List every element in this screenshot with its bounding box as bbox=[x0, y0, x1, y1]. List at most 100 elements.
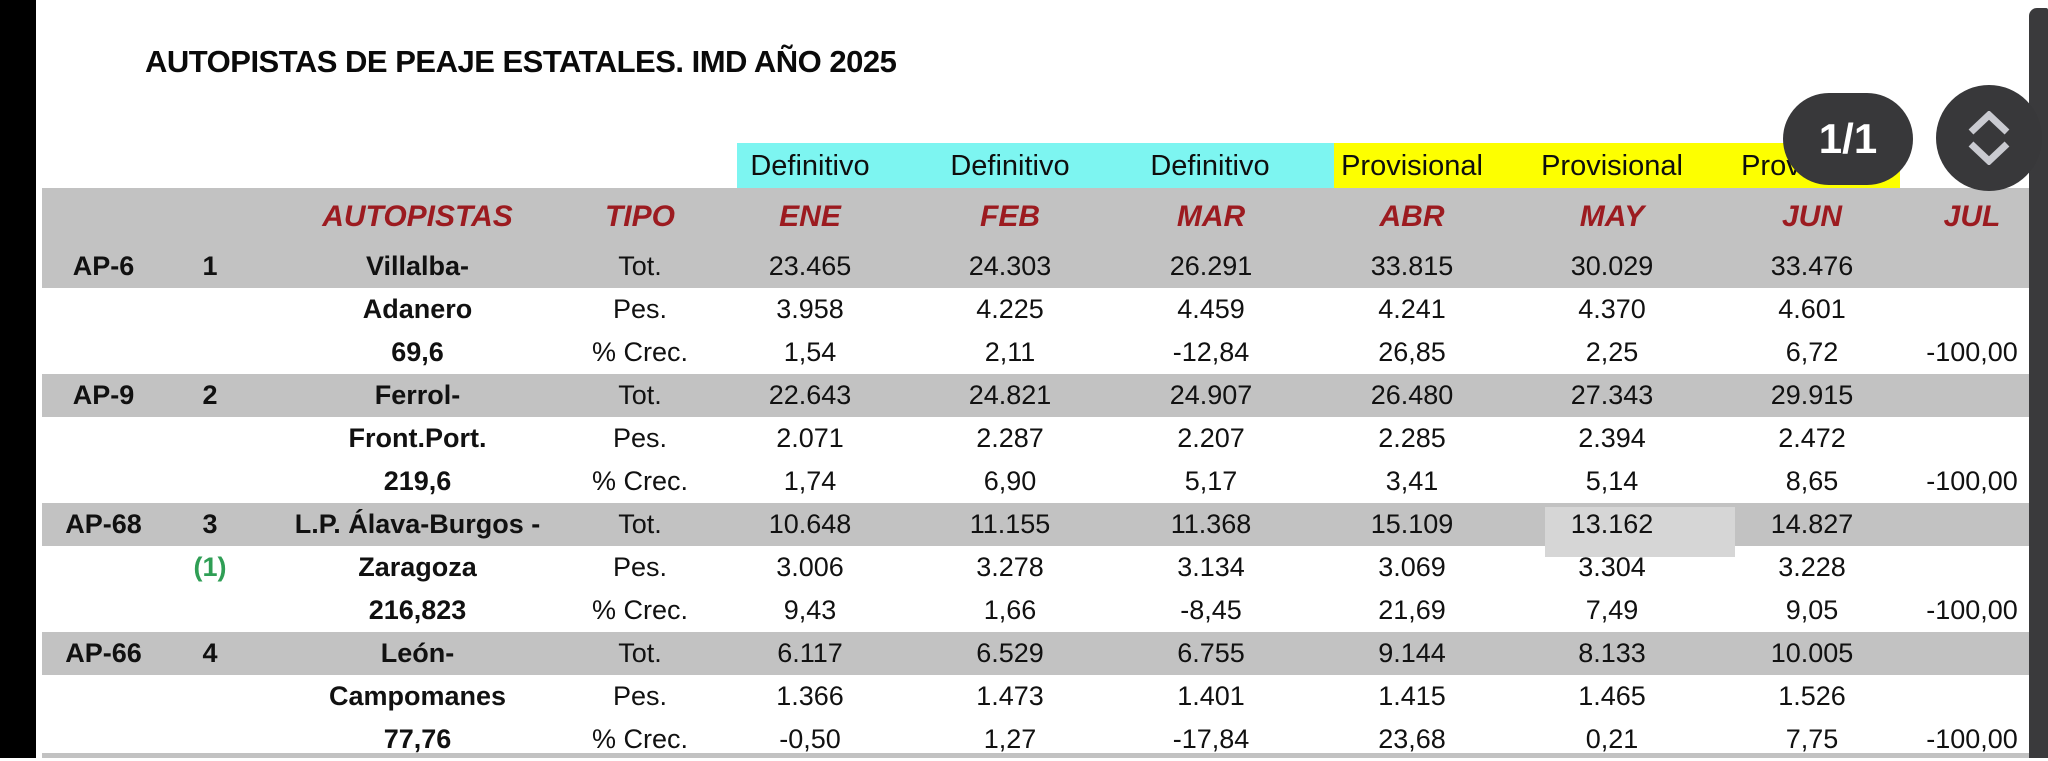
cell-value: 15.109 bbox=[1370, 509, 1454, 539]
cell-highway-code bbox=[42, 675, 165, 718]
cell-index bbox=[165, 331, 255, 374]
cell-value bbox=[1912, 675, 2032, 718]
cell-value: 4.459 bbox=[1177, 294, 1245, 324]
cell-value bbox=[1912, 374, 2032, 417]
cell-value: 1.415 bbox=[1378, 681, 1446, 711]
cell-value: 9.144 bbox=[1378, 638, 1446, 668]
cell-value: 2.285 bbox=[1378, 423, 1446, 453]
cell-value: 1,66 bbox=[983, 595, 1037, 625]
cell-tipo: % Crec. bbox=[591, 724, 689, 754]
cell-value: 2,25 bbox=[1585, 337, 1639, 367]
band-label-provisional: Provisional bbox=[1341, 150, 1483, 182]
column-header-month: JUN bbox=[1781, 200, 1842, 233]
cell-value: 9,43 bbox=[783, 595, 837, 625]
cell-value: 1.401 bbox=[1177, 681, 1245, 711]
cell-index bbox=[165, 288, 255, 331]
cell-value: 10.005 bbox=[1770, 638, 1854, 668]
cell-value: 7,75 bbox=[1785, 724, 1839, 754]
cell-value bbox=[1912, 245, 2032, 288]
cell-value: 27.343 bbox=[1570, 380, 1654, 410]
cell-value: -12,84 bbox=[1172, 337, 1250, 367]
cell-value: 24.303 bbox=[968, 251, 1052, 281]
cell-index bbox=[165, 589, 255, 632]
next-row-edge bbox=[42, 753, 2048, 758]
cell-value: 4.241 bbox=[1378, 294, 1446, 324]
scroll-control[interactable] bbox=[1936, 85, 2042, 191]
cell-value: 8,65 bbox=[1785, 466, 1839, 496]
cell-value: 5,17 bbox=[1184, 466, 1238, 496]
cell-tipo: Pes. bbox=[612, 294, 668, 324]
cell-highway-name: Front.Port. bbox=[348, 423, 487, 453]
cell-value: 3,41 bbox=[1385, 466, 1439, 496]
cell-value: 1.473 bbox=[976, 681, 1044, 711]
chevron-down-icon bbox=[1966, 141, 2012, 165]
cell-highway-name: Villalba- bbox=[365, 251, 470, 281]
cell-index bbox=[165, 675, 255, 718]
cell-value: 24.907 bbox=[1169, 380, 1253, 410]
cell-index: 4 bbox=[202, 638, 218, 668]
cell-value: 29.915 bbox=[1770, 380, 1854, 410]
cell-value: 11.155 bbox=[969, 509, 1051, 539]
cell-value: 33.476 bbox=[1770, 251, 1854, 281]
cell-highway-name: Campomanes bbox=[328, 681, 507, 711]
cell-value: 1.366 bbox=[776, 681, 844, 711]
scrollbar[interactable] bbox=[2029, 8, 2048, 758]
cell-value: 23.465 bbox=[768, 251, 852, 281]
cell-value: -100,00 bbox=[1926, 595, 2018, 625]
page-indicator-label: 1/1 bbox=[1818, 115, 1878, 162]
cell-value: 3.134 bbox=[1177, 552, 1245, 582]
cell-highway-code bbox=[42, 417, 165, 460]
cell-value: -8,45 bbox=[1180, 595, 1242, 625]
column-header-month: MAY bbox=[1579, 200, 1645, 233]
selection-highlight bbox=[1545, 507, 1735, 557]
cell-highway-name: León- bbox=[380, 638, 455, 668]
cell-highway-name: 219,6 bbox=[383, 466, 452, 496]
cell-value: 24.821 bbox=[968, 380, 1052, 410]
cell-tipo: % Crec. bbox=[591, 595, 689, 625]
cell-value: 26.291 bbox=[1169, 251, 1253, 281]
cell-index bbox=[165, 460, 255, 503]
cell-value: 6.755 bbox=[1177, 638, 1245, 668]
table-row: AP-66 4 León- Tot. 6.117 6.529 6.755 9.1… bbox=[42, 632, 2048, 675]
footnote-ref: (1) bbox=[193, 552, 227, 582]
cell-value: 2,11 bbox=[984, 337, 1036, 367]
cell-value: 1,27 bbox=[983, 724, 1037, 754]
cell-index bbox=[165, 417, 255, 460]
cell-tipo: Tot. bbox=[618, 380, 662, 410]
cell-tipo: Tot. bbox=[618, 638, 662, 668]
column-header-month: JUL bbox=[1943, 200, 2001, 233]
cell-index: 3 bbox=[202, 509, 218, 539]
band-label-definitivo: Definitivo bbox=[950, 150, 1070, 182]
cell-highway-name: L.P. Álava-Burgos - bbox=[294, 509, 541, 539]
band-label-definitivo: Definitivo bbox=[1150, 150, 1270, 182]
cell-value: 6,90 bbox=[983, 466, 1037, 496]
cell-value: 2.071 bbox=[776, 423, 844, 453]
cell-value: 1.465 bbox=[1578, 681, 1646, 711]
cell-value: 7,49 bbox=[1585, 595, 1639, 625]
cell-tipo: Pes. bbox=[612, 681, 668, 711]
table-row: AP-9 2 Ferrol- Tot. 22.643 24.821 24.907… bbox=[42, 374, 2048, 417]
page-indicator: 1/1 bbox=[1783, 93, 1913, 185]
cell-highway-name: 69,6 bbox=[391, 337, 444, 367]
table-row: 77,76 % Crec. -0,50 1,27 -17,84 23,68 0,… bbox=[42, 718, 2048, 761]
cell-value: 1,54 bbox=[783, 337, 837, 367]
column-header-month: FEB bbox=[980, 200, 1040, 233]
cell-highway-code bbox=[42, 589, 165, 632]
cell-highway-code: AP-6 bbox=[72, 251, 135, 281]
cell-index bbox=[165, 718, 255, 761]
cell-highway-code bbox=[42, 460, 165, 503]
cell-value: 3.228 bbox=[1778, 552, 1846, 582]
column-header-month: ABR bbox=[1379, 200, 1445, 233]
cell-tipo: Pes. bbox=[612, 552, 668, 582]
cell-tipo: Tot. bbox=[618, 251, 662, 281]
column-header-month: ENE bbox=[779, 200, 841, 233]
cell-value: 21,69 bbox=[1378, 595, 1446, 625]
cell-highway-name: Zaragoza bbox=[358, 552, 477, 582]
cell-value: 4.225 bbox=[976, 294, 1044, 324]
cell-tipo: Pes. bbox=[612, 423, 668, 453]
table-row: (1) Zaragoza Pes. 3.006 3.278 3.134 3.06… bbox=[42, 546, 2048, 589]
definitivo-band bbox=[737, 143, 1334, 188]
screen-edge-strip bbox=[0, 0, 36, 758]
cell-value: 22.643 bbox=[768, 380, 852, 410]
cell-value: 9,05 bbox=[1785, 595, 1839, 625]
